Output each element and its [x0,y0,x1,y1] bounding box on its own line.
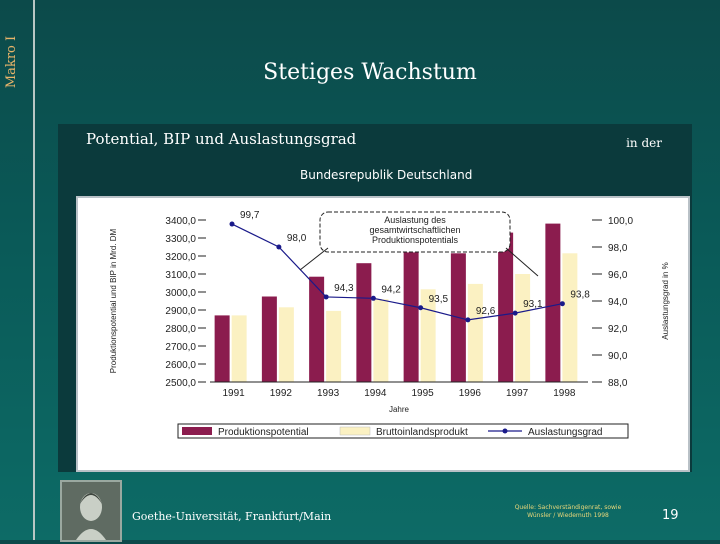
data-label: 98,0 [287,233,307,244]
bar-produktionspotential [403,252,419,382]
y-tick-label: 2900,0 [165,306,196,317]
annotation-text: Produktionspotentials [372,235,459,245]
line-point [418,305,424,311]
annotation-text: Auslastung des [384,215,446,225]
bar-bruttoinlandsprodukt [515,274,531,382]
y-tick-label: 2700,0 [165,342,196,353]
y2-tick-label: 92,0 [608,324,628,335]
data-label: 93,5 [429,294,449,305]
y2-axis-title: Auslastungsgrad in % [661,262,670,339]
bar-bruttoinlandsprodukt [562,253,578,382]
bar-bruttoinlandsprodukt [467,283,483,382]
y-tick-label: 2500,0 [165,378,196,389]
source-line-2: Wünsler / Wiedemuth 1998 [527,512,609,519]
line-point [276,244,282,250]
bar-bruttoinlandsprodukt [420,289,436,382]
bar-bruttoinlandsprodukt [231,315,247,382]
footer-university: Goethe-Universität, Frankfurt/Main [132,510,332,523]
y2-tick-label: 98,0 [608,243,628,254]
y2-tick-label: 90,0 [608,351,628,362]
data-label: 93,1 [523,299,543,310]
x-tick-label: 1995 [412,388,435,399]
chart-frame: 3400,0 3300,0 3200,0 3100,0 3000,0 2900,0 2800… [76,196,690,472]
y-tick-label: 3300,0 [165,234,196,245]
line-point [512,310,518,316]
bar-produktionspotential [498,232,514,382]
y2-tick-label: 96,0 [608,270,628,281]
side-label: Makro I [4,35,19,89]
y-tick-label: 2800,0 [165,324,196,335]
data-label: 94,3 [334,283,354,294]
legend-label: Auslastungsgrad [528,427,603,438]
source-line-1: Quelle: Sachverständigenrat, sowie [514,504,622,511]
goethe-portrait [60,480,122,542]
bar-produktionspotential [356,263,372,382]
legend-swatch-produktionspotential [182,427,212,435]
subtitle-left: Potential, BIP und Auslastungsgrad [86,130,357,148]
data-label: 92,6 [476,306,496,317]
sidebar-line [33,0,35,540]
footer-source: Quelle: Sachverständigenrat, sowie Wünsl… [488,504,648,520]
y-tick-label: 3000,0 [165,288,196,299]
data-label: 93,8 [570,290,590,301]
x-tick-label: 1996 [459,388,482,399]
bar-bruttoinlandsprodukt [373,299,389,382]
line-point [229,221,235,227]
data-label: 99,7 [240,210,260,221]
line-auslastungsgrad [231,223,563,321]
y2-tick-label: 88,0 [608,378,628,389]
x-tick-label: 1993 [317,388,340,399]
legend-label: Bruttoinlandsprodukt [376,427,468,438]
y-tick-label: 3200,0 [165,252,196,263]
legend-marker [502,428,508,434]
legend-label: Produktionspotential [218,427,309,438]
y-tick-label: 3400,0 [165,216,196,227]
bar-bruttoinlandsprodukt [278,307,294,382]
legend-swatch-bruttoinlandsprodukt [339,426,371,436]
line-point [323,294,329,300]
annotation-text: gesamtwirtschaftlichen [369,225,460,235]
y-axis-title: Produktionspotential und BIP in Mrd. DM [109,228,118,373]
page-number: 19 [662,508,679,523]
bar-produktionspotential [214,315,230,382]
x-axis-title: Jahre [389,405,410,414]
subtitle-country: Bundesrepublik Deutschland [300,168,473,182]
portrait-icon [62,482,120,540]
y-tick-label: 2600,0 [165,360,196,371]
x-tick-label: 1992 [270,388,293,399]
line-point [465,317,471,323]
bar-produktionspotential [309,276,325,382]
line-point [559,301,565,307]
x-tick-label: 1994 [364,388,387,399]
annotation-arrow [299,247,329,271]
y-tick-label: 3100,0 [165,270,196,281]
y2-tick-label: 100,0 [608,216,633,227]
y2-tick-label: 94,0 [608,297,628,308]
bar-produktionspotential [261,296,277,382]
annotation-arrow [505,247,539,277]
x-tick-label: 1998 [553,388,576,399]
annotation-box [319,211,511,253]
x-tick-label: 1997 [506,388,529,399]
line-point [370,295,376,301]
legend-box [177,423,629,439]
slide-title: Stetiges Wachstum [263,60,477,85]
bar-produktionspotential [545,223,561,382]
chart-svg: 3400,0 3300,0 3200,0 3100,0 3000,0 2900,0 2800… [109,210,670,439]
x-tick-label: 1991 [223,388,246,399]
data-label: 94,2 [381,284,401,295]
bar-bruttoinlandsprodukt [326,310,342,382]
subtitle-right: in der [626,136,662,150]
